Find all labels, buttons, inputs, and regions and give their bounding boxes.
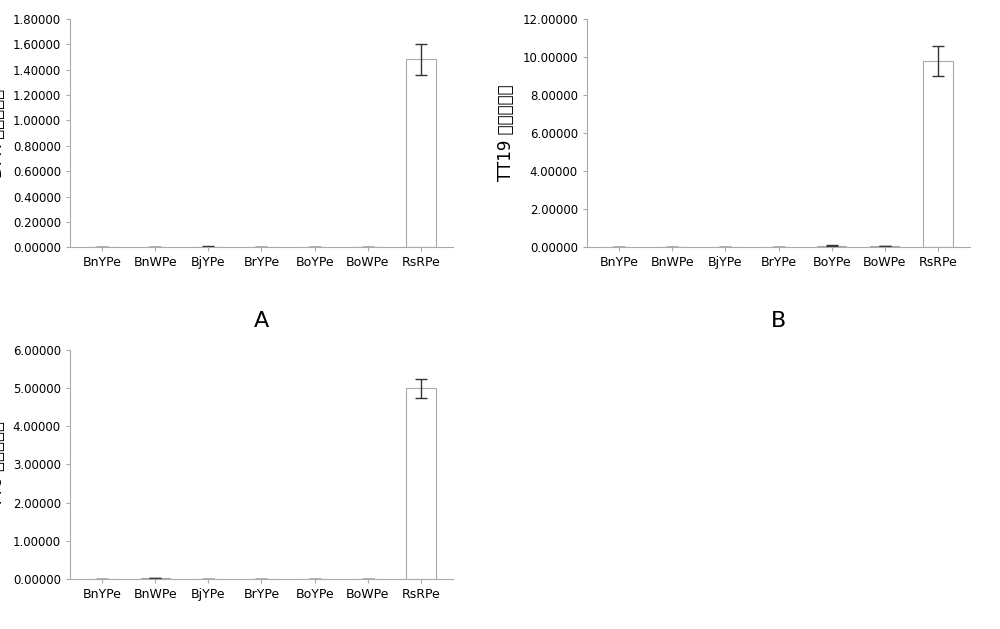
Bar <box>406 60 436 247</box>
Text: B: B <box>771 311 786 331</box>
Y-axis label: DFR 基因表达量: DFR 基因表达量 <box>0 89 6 178</box>
Text: A: A <box>254 311 269 331</box>
Bar <box>870 246 899 247</box>
Bar <box>817 246 846 247</box>
Y-axis label: TT8 基因表达量: TT8 基因表达量 <box>0 421 6 508</box>
Bar <box>406 388 436 579</box>
Y-axis label: TT19 基因表达量: TT19 基因表达量 <box>497 85 515 181</box>
Bar <box>141 577 170 579</box>
Bar <box>923 61 953 247</box>
